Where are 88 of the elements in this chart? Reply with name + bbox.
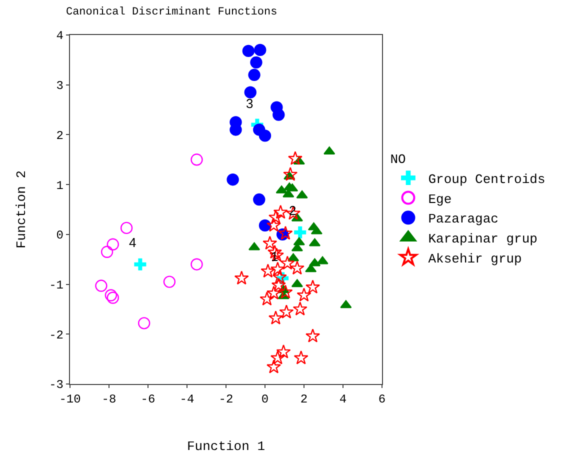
- x-tick-label: -4: [180, 392, 194, 406]
- point: [104, 289, 118, 302]
- y-tick-label: 2: [56, 128, 64, 143]
- point: [305, 264, 317, 272]
- point: [244, 86, 256, 98]
- point: [106, 238, 119, 250]
- point: [266, 286, 282, 300]
- point: [258, 130, 272, 142]
- point: [340, 300, 352, 308]
- y-tick-label: -2: [49, 328, 64, 342]
- y-axis-title: Function 2: [14, 170, 30, 249]
- point: [306, 280, 320, 294]
- legend-label: Karapinar grup: [428, 232, 538, 247]
- x-tick-label: -2: [218, 392, 234, 406]
- point: [250, 56, 262, 69]
- annotation: 3: [246, 96, 254, 111]
- x-axis-title: Function 1: [186, 439, 266, 454]
- point: [291, 279, 303, 288]
- point: [279, 304, 294, 318]
- point: [288, 151, 302, 165]
- point: [254, 44, 266, 56]
- point: [280, 256, 295, 270]
- point: [306, 328, 320, 342]
- point: [278, 284, 293, 299]
- x-tick-label: -10: [59, 392, 81, 406]
- point: [242, 44, 255, 58]
- point: [260, 292, 274, 306]
- x-tick-label: 2: [300, 392, 308, 406]
- point: [163, 276, 176, 288]
- point: [262, 236, 278, 250]
- point: [248, 68, 260, 81]
- point: [273, 204, 288, 219]
- point: [134, 258, 146, 270]
- point: [190, 258, 203, 270]
- point: [226, 173, 239, 186]
- point: [266, 359, 282, 374]
- point: [294, 350, 308, 364]
- point: [293, 237, 305, 246]
- point: [190, 154, 203, 166]
- x-tick-label: 6: [378, 392, 386, 406]
- point: [270, 262, 285, 276]
- legend-label: Aksehir grup: [428, 252, 522, 267]
- y-tick-label: 4: [56, 29, 64, 44]
- point: [292, 302, 308, 316]
- point: [294, 226, 306, 238]
- point: [310, 226, 322, 234]
- point: [271, 278, 286, 292]
- point: [286, 183, 298, 192]
- point: [276, 185, 288, 194]
- point: [272, 108, 285, 121]
- point: [268, 310, 283, 324]
- y-tick-label: -1: [49, 278, 64, 292]
- y-tick-label: -3: [49, 378, 64, 392]
- point: [324, 146, 336, 155]
- y-tick-label: 1: [56, 178, 64, 193]
- y-tick-label: 3: [56, 79, 64, 94]
- y-tick-label: 0: [56, 228, 64, 243]
- legend-label: Pazaragac: [428, 212, 498, 227]
- point: [296, 190, 308, 198]
- point: [268, 210, 283, 224]
- point: [283, 167, 298, 181]
- point: [316, 256, 328, 264]
- x-tick-label: -6: [140, 392, 156, 406]
- point: [290, 260, 304, 275]
- point: [253, 193, 266, 206]
- point: [106, 292, 119, 304]
- point: [282, 189, 294, 198]
- point: [278, 226, 293, 240]
- annotation: 4: [129, 235, 136, 250]
- legend-label: Group Centroids: [428, 172, 546, 187]
- point: [296, 288, 312, 302]
- point: [272, 270, 287, 284]
- x-tick-label: 0: [261, 392, 269, 406]
- point: [270, 350, 285, 364]
- point: [276, 344, 291, 358]
- point: [138, 317, 150, 330]
- x-tick-label: 4: [339, 392, 347, 406]
- point: [100, 246, 114, 258]
- legend-title: NO: [390, 152, 406, 167]
- point: [266, 218, 282, 232]
- point: [258, 219, 272, 232]
- point: [120, 222, 133, 234]
- chart-title: Canonical Discriminant Functions: [66, 6, 278, 19]
- point: [260, 264, 276, 278]
- x-tick-label: -8: [102, 392, 116, 406]
- point: [234, 270, 249, 285]
- point: [95, 280, 108, 292]
- legend-label: Ege: [428, 192, 452, 207]
